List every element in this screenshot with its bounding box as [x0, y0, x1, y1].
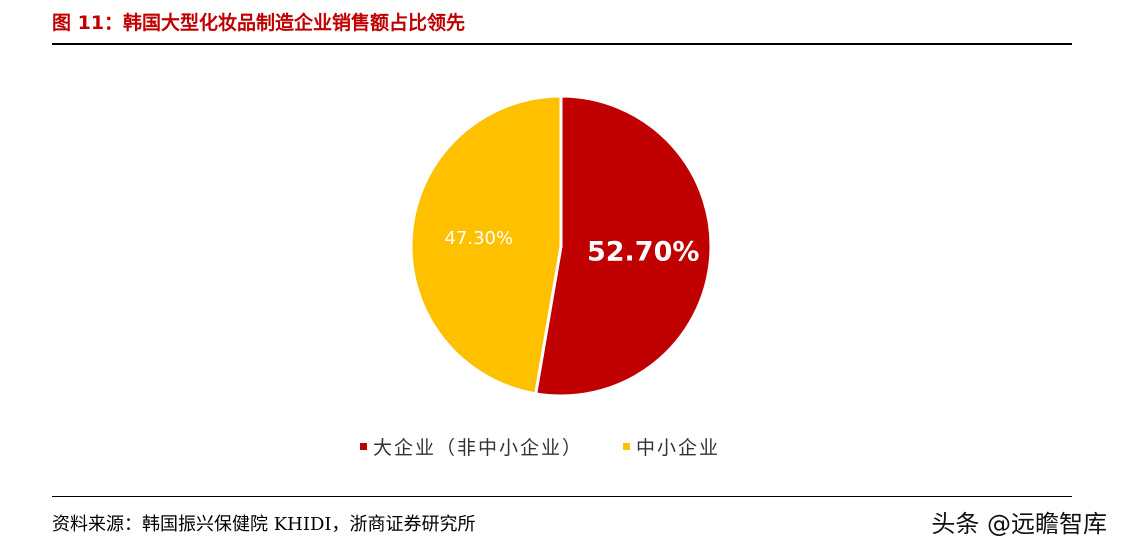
- data-label-sme: 47.30%: [444, 228, 513, 249]
- pie-slice-sme: [409, 94, 563, 396]
- title-divider: [52, 43, 1072, 45]
- pie-slice-large-enterprises: [533, 94, 713, 398]
- legend-swatch-large-enterprises: [360, 443, 367, 450]
- legend-item-large-enterprises: 大企业（非中小企业）: [360, 433, 583, 460]
- source-divider: [52, 496, 1072, 497]
- legend-label-large-enterprises: 大企业（非中小企业）: [373, 437, 584, 459]
- chart-legend: 大企业（非中小企业） 中小企业: [360, 433, 720, 460]
- data-label-large-enterprises: 52.70%: [587, 236, 699, 267]
- legend-label-sme: 中小企业: [636, 437, 721, 459]
- legend-swatch-sme: [623, 443, 631, 450]
- legend-item-sme: 中小企业: [623, 433, 720, 460]
- watermark: 头条 @远瞻智库: [931, 510, 1107, 538]
- figure-title: 图 11：韩国大型化妆品制造企业销售额占比领先: [52, 12, 466, 34]
- source-note: 资料来源：韩国振兴保健院 KHIDI，浙商证券研究所: [52, 514, 476, 535]
